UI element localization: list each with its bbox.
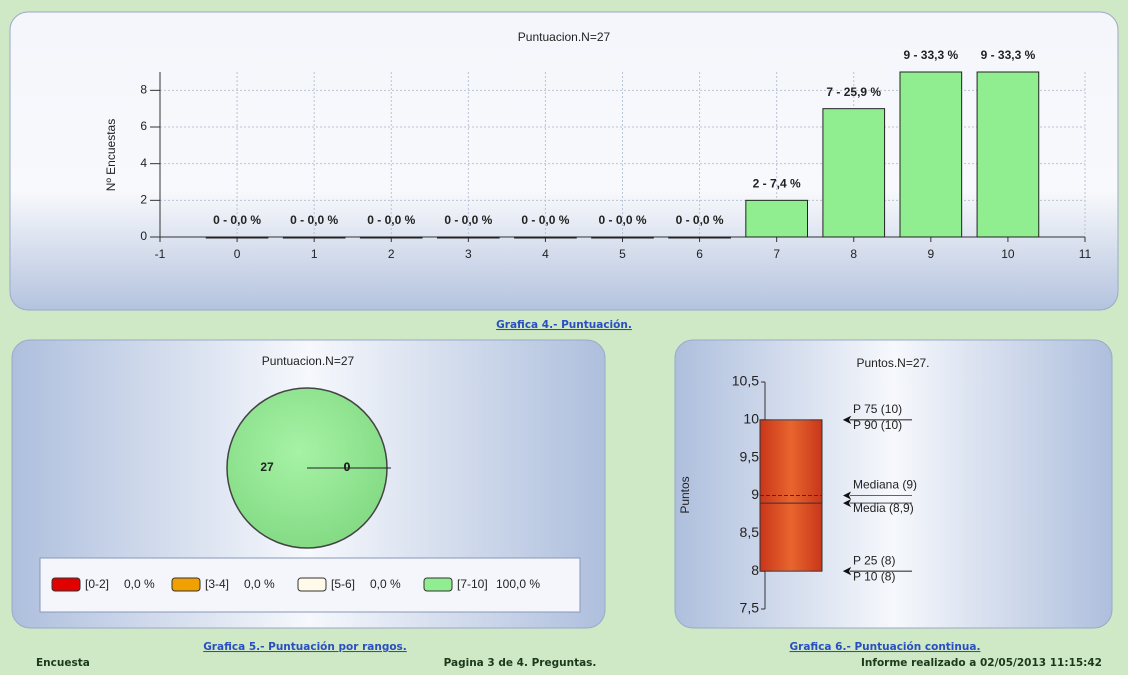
annotation-arrow xyxy=(843,567,851,576)
y-tick-label: 9,5 xyxy=(740,448,760,464)
x-tick-label: -1 xyxy=(155,247,166,261)
legend-percent: 0,0 % xyxy=(244,577,275,591)
legend-swatch xyxy=(171,577,201,592)
legend-label: [5-6] xyxy=(331,577,355,591)
data-label: 9 - 33,3 % xyxy=(981,48,1036,62)
x-tick-label: 7 xyxy=(773,247,780,261)
x-tick-label: 4 xyxy=(542,247,549,261)
bar-chart: Puntuacion.N=27 Nº Encuestas 0 2 4 6 8 -1 0 1 2 3 4 5… xyxy=(104,30,1091,331)
bar xyxy=(514,236,577,239)
bar xyxy=(205,236,269,239)
x-tick-label: 5 xyxy=(619,247,626,261)
data-label: 0 - 0,0 % xyxy=(367,213,415,227)
annotation-arrow xyxy=(843,415,851,424)
y-tick-label: 8 xyxy=(751,562,759,578)
chart-title: Puntuacion.N=27 xyxy=(518,30,611,44)
y-tick-label: 10 xyxy=(743,411,759,427)
chart-caption[interactable]: Grafica 6.- Puntuación continua. xyxy=(790,641,981,653)
y-tick-label: 4 xyxy=(140,156,147,170)
y-tick-label: 10,5 xyxy=(732,373,759,389)
x-tick-label: 8 xyxy=(850,247,857,261)
annotation: P 10 (8) xyxy=(853,569,895,583)
legend-swatch xyxy=(297,577,327,592)
chart-title: Puntuacion.N=27 xyxy=(262,354,355,368)
legend-swatch xyxy=(423,577,453,592)
y-tick-label: 8 xyxy=(140,83,147,97)
y-tick-label: 7,5 xyxy=(740,600,760,616)
footer-center: Pagina 3 de 4. Preguntas. xyxy=(444,657,597,669)
bar xyxy=(437,236,500,239)
data-label: 2 - 7,4 % xyxy=(753,177,801,191)
legend-label: [3-4] xyxy=(205,577,229,591)
annotation: P 90 (10) xyxy=(853,418,902,432)
footer-left: Encuesta xyxy=(36,657,90,669)
legend-percent: 100,0 % xyxy=(496,577,540,591)
x-tick-label: 11 xyxy=(1079,247,1092,261)
y-tick-label: 0 xyxy=(140,229,147,243)
chart-caption[interactable]: Grafica 4.- Puntuación. xyxy=(496,319,632,331)
data-label: 27 xyxy=(260,460,274,474)
bar xyxy=(976,71,1040,238)
bar xyxy=(899,71,963,238)
annotation-arrow xyxy=(843,499,851,508)
x-tick-label: 10 xyxy=(1001,247,1015,261)
data-label: 0 - 0,0 % xyxy=(676,213,724,227)
y-axis-label: Puntos xyxy=(678,476,692,513)
x-tick-label: 6 xyxy=(696,247,703,261)
bar xyxy=(745,199,808,238)
annotation-arrow xyxy=(843,491,851,500)
annotation: Media (8,9) xyxy=(853,501,914,515)
legend-label: [7-10] xyxy=(457,577,488,591)
data-label: 0 - 0,0 % xyxy=(290,213,338,227)
bar xyxy=(822,108,886,238)
annotation: Mediana (9) xyxy=(853,478,917,492)
data-label: 0 - 0,0 % xyxy=(598,213,646,227)
y-tick-label: 2 xyxy=(140,193,147,207)
legend-percent: 0,0 % xyxy=(370,577,401,591)
annotation: P 25 (8) xyxy=(853,553,895,567)
data-label: 0 - 0,0 % xyxy=(521,213,569,227)
x-tick-label: 2 xyxy=(388,247,395,261)
data-label: 0 xyxy=(344,460,351,474)
data-label: 0 xyxy=(344,460,351,474)
bar xyxy=(359,236,423,239)
legend-percent: 0,0 % xyxy=(124,577,155,591)
footer-right: Informe realizado a 02/05/2013 11:15:42 xyxy=(861,657,1102,669)
bar xyxy=(282,236,346,239)
chart-caption[interactable]: Grafica 5.- Puntuación por rangos. xyxy=(203,641,407,653)
x-tick-label: 9 xyxy=(927,247,934,261)
box-chart: Puntos.N=27. Puntos 7,5 8 8,5 9 9,5 10 10,5 P 75 … xyxy=(678,356,980,653)
y-tick-label: 8,5 xyxy=(740,524,760,540)
y-tick-label: 6 xyxy=(140,119,147,133)
legend-swatch xyxy=(51,577,81,592)
y-tick-label: 9 xyxy=(751,486,759,502)
data-label: 7 - 25,9 % xyxy=(826,85,881,99)
x-tick-label: 3 xyxy=(465,247,472,261)
data-label: 0 - 0,0 % xyxy=(213,213,261,227)
bar xyxy=(591,236,654,239)
annotation: P 75 (10) xyxy=(853,402,902,416)
chart-title: Puntos.N=27. xyxy=(856,356,929,370)
data-label: 9 - 33,3 % xyxy=(903,48,958,62)
y-axis-label: Nº Encuestas xyxy=(104,119,118,191)
x-tick-label: 1 xyxy=(311,247,318,261)
legend-label: [0-2] xyxy=(85,577,109,591)
bar xyxy=(668,236,731,239)
data-label: 0 xyxy=(344,460,351,474)
x-tick-label: 0 xyxy=(234,247,241,261)
data-label: 0 - 0,0 % xyxy=(444,213,492,227)
